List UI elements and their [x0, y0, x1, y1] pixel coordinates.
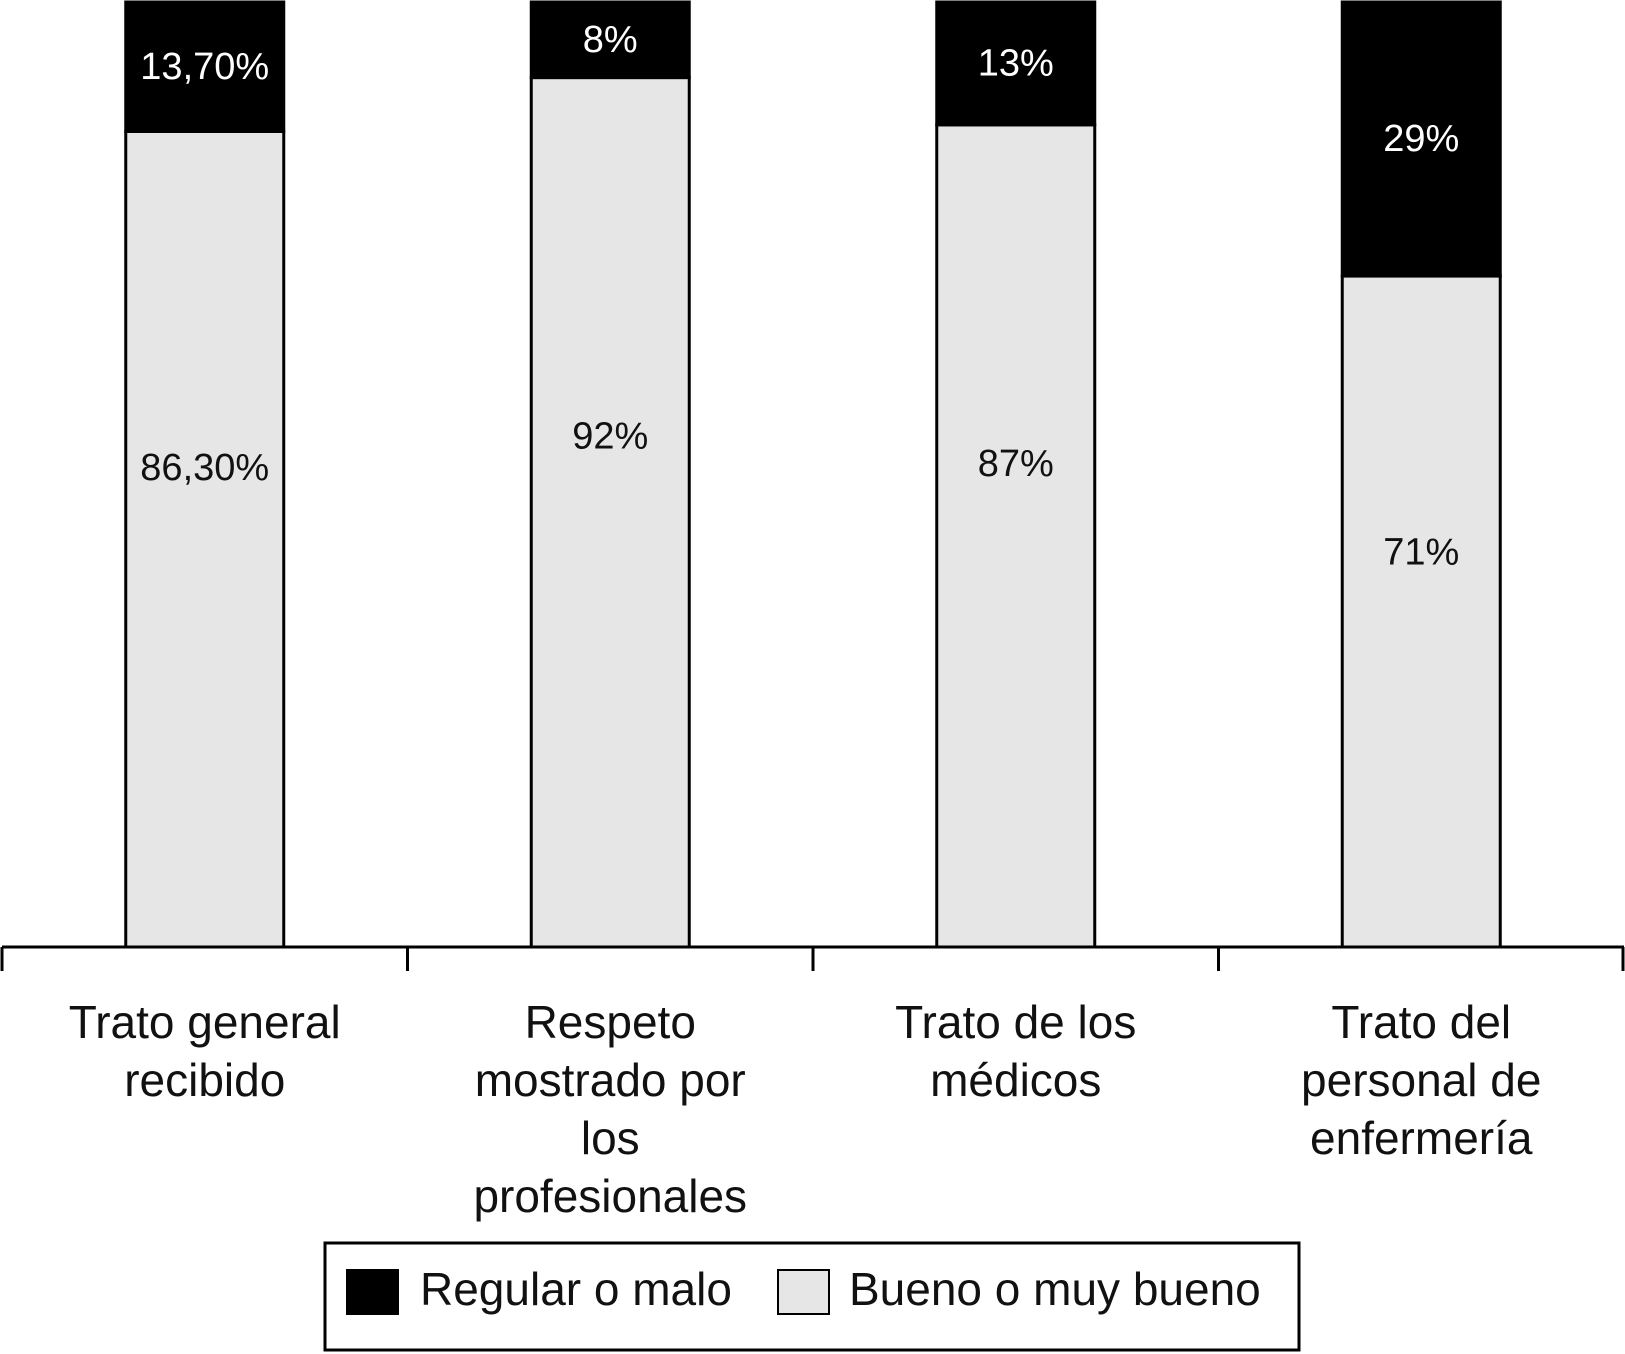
category-label-2-line-1: médicos	[930, 1054, 1101, 1106]
legend-swatch-bueno-o-muy-bueno	[777, 1269, 830, 1315]
bar-bueno-o-muy-bueno-2	[935, 123, 1097, 949]
legend-label-bueno-o-muy-bueno: Bueno o muy bueno	[849, 1263, 1261, 1315]
data-label-bueno-o-muy-bueno-1: 92%	[572, 415, 648, 457]
category-label-1-line-1: mostrado por	[475, 1054, 746, 1106]
bars-group: 86,30% 13,70% 92% 8% 87% 13% 71% 29%	[124, 0, 1502, 949]
legend-label-regular-o-malo: Regular o malo	[420, 1263, 732, 1315]
bar-bueno-o-muy-bueno-3	[1340, 274, 1502, 949]
legend-swatch-regular-o-malo	[346, 1269, 399, 1315]
data-label-regular-o-malo-1: 8%	[583, 19, 638, 61]
category-label-0-line-1: recibido	[124, 1054, 285, 1106]
category-label-1-line-3: profesionales	[473, 1170, 747, 1222]
category-label-0-line-0: Trato general	[69, 996, 341, 1048]
data-label-bueno-o-muy-bueno-3: 71%	[1383, 532, 1459, 574]
data-label-bueno-o-muy-bueno-2: 87%	[978, 443, 1054, 485]
legend: Regular o malo Bueno o muy bueno	[323, 1241, 1301, 1352]
category-label-2-line-0: Trato de los	[895, 996, 1136, 1048]
category-label-3-line-2: enfermería	[1310, 1112, 1533, 1164]
category-label-3-line-1: personal de	[1301, 1054, 1541, 1106]
bar-regular-o-malo-0	[124, 0, 286, 133]
category-label-1-line-0: Respeto	[525, 996, 696, 1048]
data-label-regular-o-malo-0: 13,70%	[140, 46, 269, 88]
data-label-regular-o-malo-2: 13%	[978, 42, 1054, 84]
bar-bueno-o-muy-bueno-1	[529, 76, 691, 949]
bar-bueno-o-muy-bueno-0	[124, 129, 286, 949]
bar-regular-o-malo-1	[529, 0, 691, 80]
category-labels: Trato general recibido Respeto mostrado por…	[69, 996, 1542, 1222]
bar-regular-o-malo-3	[1340, 0, 1502, 278]
data-label-bueno-o-muy-bueno-0: 86,30%	[140, 447, 269, 489]
x-axis	[0, 945, 1625, 971]
data-label-regular-o-malo-3: 29%	[1383, 118, 1459, 160]
category-label-1-line-2: los	[581, 1112, 640, 1164]
bar-regular-o-malo-2	[935, 0, 1097, 127]
category-label-3-line-0: Trato del	[1331, 996, 1511, 1048]
